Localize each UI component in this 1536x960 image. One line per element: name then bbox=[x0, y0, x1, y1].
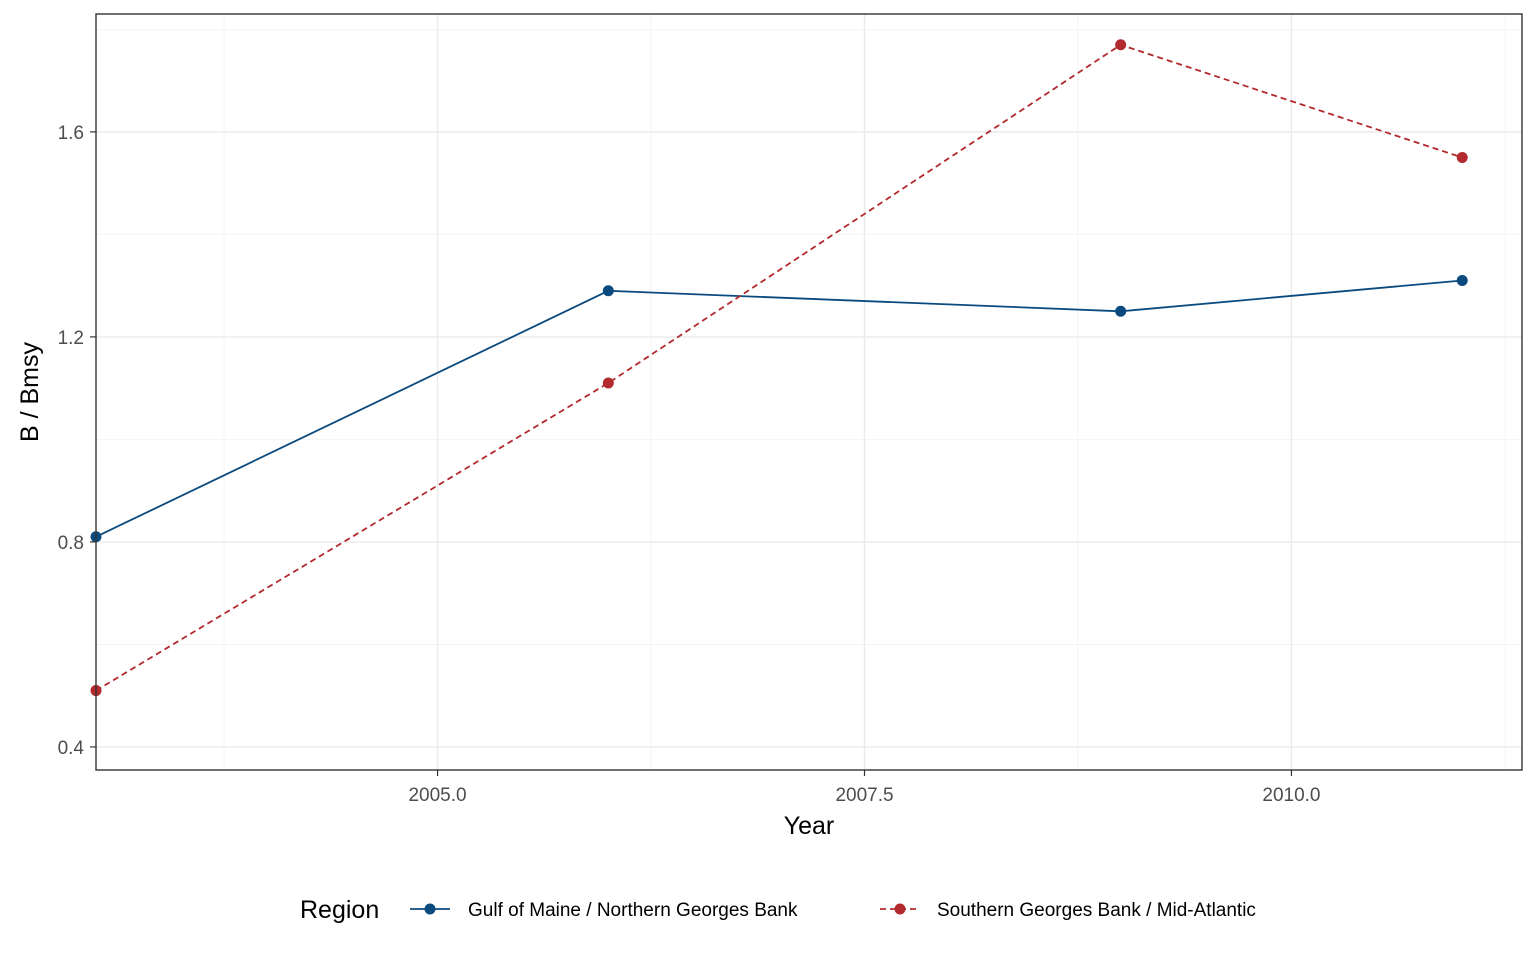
y-axis: 0.4 0.8 1.2 1.6 bbox=[58, 123, 96, 759]
legend: Region Gulf of Maine / Northern Georges … bbox=[300, 896, 1256, 924]
y-tick-label-2: 1.2 bbox=[58, 328, 84, 349]
legend-label-1: Southern Georges Bank / Mid-Atlantic bbox=[937, 900, 1256, 921]
panel-background bbox=[96, 14, 1522, 770]
legend-title: Region bbox=[300, 896, 379, 924]
major-gridlines bbox=[96, 14, 1522, 770]
x-tick-label-1: 2007.5 bbox=[835, 785, 893, 806]
y-axis-title: B / Bmsy bbox=[16, 341, 44, 442]
series-1-point-2 bbox=[1115, 39, 1127, 51]
y-tick-label-1: 0.8 bbox=[58, 533, 84, 554]
series-1-point-3 bbox=[1456, 152, 1468, 164]
series-0-point-2 bbox=[1115, 305, 1127, 317]
legend-key-point-0 bbox=[424, 903, 436, 915]
x-axis: 2005.0 2007.5 2010.0 bbox=[408, 770, 1321, 806]
x-tick-label-2: 2010.0 bbox=[1262, 785, 1320, 806]
y-tick-label-0: 0.4 bbox=[58, 738, 85, 759]
legend-key-point-1 bbox=[894, 903, 906, 915]
x-tick-label-0: 2005.0 bbox=[408, 785, 466, 806]
minor-gridlines bbox=[96, 14, 1522, 770]
series-0-point-1 bbox=[602, 285, 614, 297]
series-1-point-1 bbox=[602, 377, 614, 389]
x-axis-title: Year bbox=[784, 812, 835, 840]
legend-label-0: Gulf of Maine / Northern Georges Bank bbox=[468, 900, 798, 921]
panel-border bbox=[95, 13, 1523, 771]
series-line-0 bbox=[95, 279, 1463, 538]
series-0-point-3 bbox=[1456, 275, 1468, 287]
series-layer bbox=[90, 39, 1468, 697]
y-tick-label-3: 1.6 bbox=[58, 123, 84, 144]
series-line-1 bbox=[95, 43, 1463, 692]
